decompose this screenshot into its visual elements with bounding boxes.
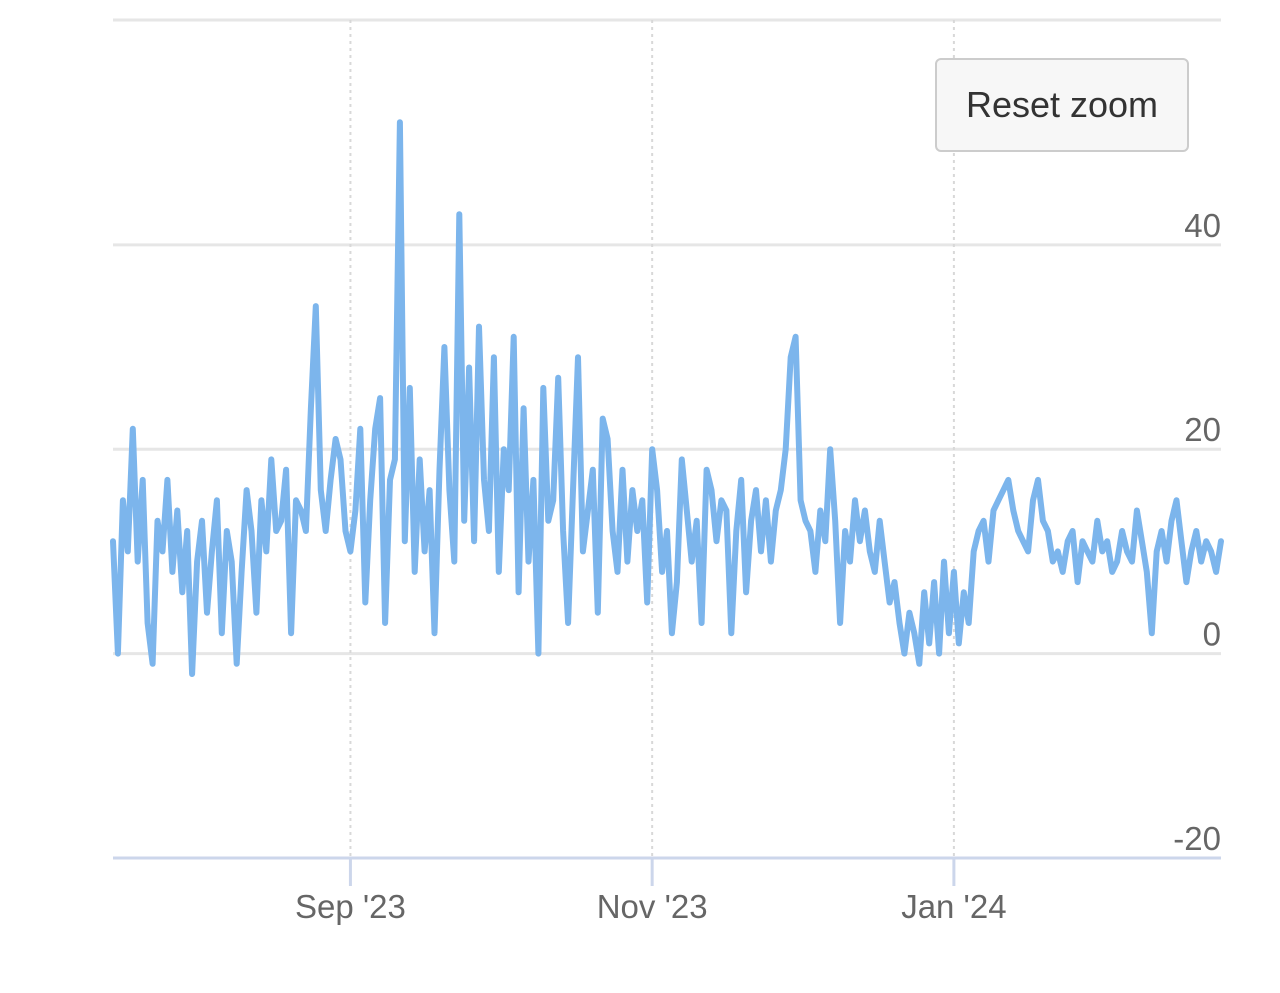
x-tick-label: Jan '24 <box>901 888 1006 925</box>
x-tick-label: Nov '23 <box>597 888 708 925</box>
axis-layer: -20 0 20 40 Sep '23 Nov '23 Jan '24 <box>113 207 1221 925</box>
series-layer <box>110 119 1224 677</box>
y-tick-label: -20 <box>1173 820 1221 857</box>
reset-zoom-button[interactable]: Reset zoom <box>935 58 1189 152</box>
y-tick-label: 20 <box>1184 411 1221 448</box>
y-tick-label: 40 <box>1184 207 1221 244</box>
grid-layer <box>113 18 1221 858</box>
x-tick-label: Sep '23 <box>295 888 406 925</box>
series-line-0 <box>110 119 1224 677</box>
y-tick-label: 0 <box>1203 616 1221 653</box>
